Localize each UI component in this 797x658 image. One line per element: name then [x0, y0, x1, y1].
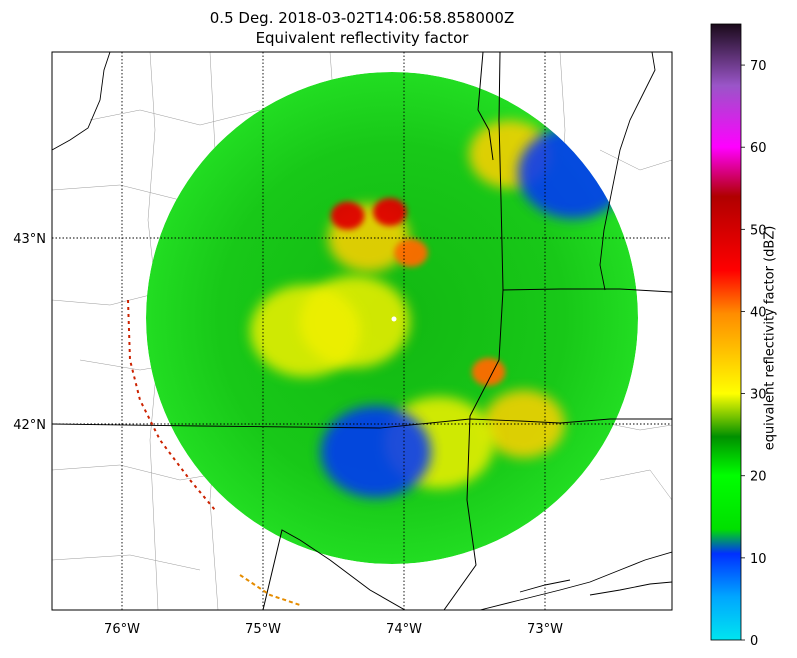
echo-cell-1 — [330, 201, 365, 230]
colorbar-tick-label-40: 40 — [750, 305, 767, 320]
chart-title: 0.5 Deg. 2018-03-02T14:06:58.858000Z — [209, 9, 515, 27]
x-tick-label-73w: 73°W — [527, 622, 563, 637]
x-tick-label-76w: 76°W — [104, 622, 140, 637]
y-tick-label-42n: 42°N — [13, 418, 46, 433]
echo-cell-10 — [320, 405, 431, 498]
echo-cell-2 — [373, 197, 407, 226]
colorbar-tick-label-70: 70 — [750, 59, 767, 74]
x-tick-label-74w: 74°W — [386, 622, 422, 637]
clutter-arcs — [127, 299, 301, 606]
colorbar-label: equivalent reflectivity factor (dBZ) — [762, 225, 778, 451]
chart-subtitle: Equivalent reflectivity factor — [255, 29, 469, 47]
radar-site-marker — [391, 316, 397, 322]
colorbar-tick-label-20: 20 — [750, 470, 767, 485]
colorbar-tick-label-50: 50 — [750, 223, 767, 238]
y-tick-label-43n: 43°N — [13, 232, 46, 247]
colorbar-tick-label-30: 30 — [750, 388, 767, 403]
colorbar-tick-label-0: 0 — [750, 634, 758, 649]
echo-cell-7 — [250, 285, 361, 377]
colorbar — [710, 23, 742, 641]
echo-cell-5 — [483, 390, 565, 458]
echo-cell-4 — [471, 357, 506, 386]
x-tick-label-75w: 75°W — [245, 622, 281, 637]
echo-cell-3 — [394, 238, 428, 267]
colorbar-tick-label-10: 10 — [750, 552, 767, 567]
map-frame — [51, 51, 673, 611]
colorbar-tick-label-60: 60 — [750, 141, 767, 156]
state-boundaries — [52, 52, 672, 610]
